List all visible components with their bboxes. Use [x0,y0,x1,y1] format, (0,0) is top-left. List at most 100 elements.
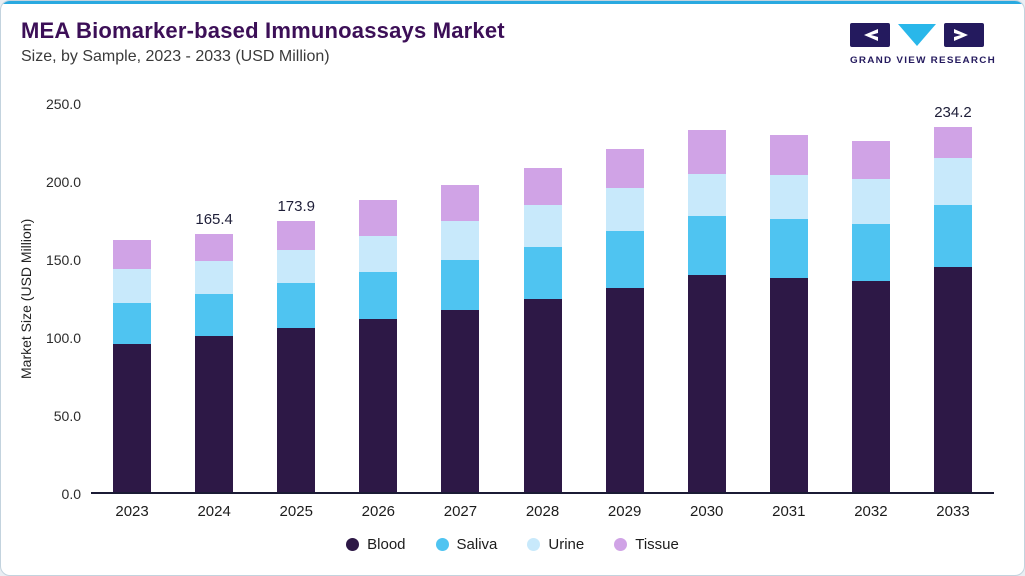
bar-segment-blood-2033 [933,267,972,492]
bar-segment-blood-2024 [195,336,234,492]
x-axis-label-2029: 2029 [607,503,642,520]
bar-group-2032 [830,104,912,492]
bar-segment-urine-2023 [113,268,152,304]
legend-swatch-tissue [614,538,628,551]
logo-mark-icon: GRAND VIEW RESEARCH [850,23,996,66]
grand-view-research-logo: GRAND VIEW RESEARCH [848,22,998,73]
bar-stack-2031 [769,134,808,492]
bar-group-2027 [419,104,501,492]
bar-segment-tissue-2027 [441,184,480,221]
x-axis-label-2028: 2028 [525,503,560,520]
bar-segment-saliva-2031 [769,219,808,279]
bar-stack-2029 [605,148,644,492]
bar-value-label-2024: 165.4 [195,211,233,229]
bar-segment-urine-2029 [605,187,644,232]
x-axis-label-2030: 2030 [690,503,724,520]
legend-label-saliva: Saliva [456,536,498,553]
bar-segment-blood-2028 [523,298,562,492]
y-tick-label: 150.0 [45,252,81,268]
bar-segment-tissue-2028 [523,167,562,206]
legend-swatch-saliva [435,538,449,551]
bar-segment-urine-2027 [441,220,480,260]
bar-segment-urine-2025 [277,250,316,284]
bar-value-label-2033: 234.2 [934,103,972,121]
bar-group-2030 [666,104,748,492]
y-tick-label: 50.0 [53,408,81,424]
bar-segment-tissue-2030 [687,130,726,174]
bar-group-2029 [584,104,666,492]
y-tick-label: 200.0 [45,174,81,190]
bar-segment-saliva-2025 [277,283,316,329]
bar-segment-tissue-2033 [933,126,972,159]
bar-segment-saliva-2024 [195,293,234,336]
bar-segment-saliva-2028 [523,247,562,299]
y-axis-title: Market Size (USD Million) [18,218,34,380]
bar-segment-blood-2029 [605,287,644,492]
bar-group-2028 [501,104,583,492]
bar-stack-2023 [113,240,152,492]
x-axis-label-2023: 2023 [115,503,149,520]
chart-legend: Blood Saliva Urine Tissue [1,536,1024,553]
bar-group-2031 [748,104,830,492]
bar-segment-blood-2026 [359,318,398,492]
bar-segment-urine-2028 [523,205,562,248]
x-axis-label-2024: 2024 [197,503,231,520]
chart-header: MEA Biomarker-based Immunoassays Market … [1,4,1024,84]
x-axis-label-2027: 2027 [443,503,478,520]
legend-item-saliva: Saliva [435,536,498,553]
y-tick-label: 100.0 [45,330,81,346]
x-axis-label-2033: 2033 [936,503,970,520]
legend-item-blood: Blood [346,536,406,553]
bar-segment-saliva-2027 [441,259,480,310]
bar-group-2024: 165.4 [173,104,255,492]
legend-item-tissue: Tissue [614,536,679,553]
bar-segment-tissue-2023 [113,240,152,269]
x-axis-label-2026: 2026 [361,503,396,520]
bar-segment-blood-2025 [277,328,316,492]
bar-segment-saliva-2032 [851,223,890,282]
bar-segment-urine-2033 [933,158,972,206]
page-title: MEA Biomarker-based Immunoassays Market [21,18,505,43]
bar-stack-2024 [195,234,234,492]
bar-stack-2028 [523,167,562,492]
y-tick-label: 0.0 [61,486,81,502]
bar-group-2023 [91,104,173,492]
bar-stack-2027 [441,184,480,492]
y-tick-label: 250.0 [45,96,81,112]
logo-text: GRAND VIEW RESEARCH [850,55,996,66]
bar-segment-saliva-2026 [359,272,398,319]
legend-item-urine: Urine [527,536,584,553]
title-block: MEA Biomarker-based Immunoassays Market … [21,18,505,66]
bar-group-2033: 234.2 [912,104,994,492]
bar-group-2026 [337,104,419,492]
bar-value-label-2025: 173.9 [277,197,315,215]
x-axis-label-2032: 2032 [854,503,888,520]
top-accent-bar [1,1,1024,4]
bar-segment-blood-2027 [441,309,480,492]
bar-group-2025: 173.9 [255,104,337,492]
bar-segment-blood-2030 [687,275,726,492]
bar-segment-urine-2031 [769,175,808,220]
y-axis-ticks: 0.0 50.0 100.0 150.0 200.0 250.0 [37,96,91,502]
bar-segment-tissue-2026 [359,200,398,237]
bar-segment-tissue-2024 [195,234,234,262]
x-axis-label-2031: 2031 [772,503,806,520]
legend-label-tissue: Tissue [635,536,679,553]
bar-segment-tissue-2029 [605,148,644,188]
bar-segment-blood-2032 [851,281,890,492]
bar-stack-2030 [687,130,726,492]
bar-segment-urine-2032 [851,178,890,224]
x-axis-label-2025: 2025 [279,503,313,520]
bar-segment-tissue-2032 [851,141,890,179]
bar-segment-saliva-2023 [113,303,152,344]
legend-label-blood: Blood [367,536,406,553]
chart-area: Market Size (USD Million) 0.0 50.0 100.0 15… [15,96,994,520]
page-subtitle: Size, by Sample, 2023 - 2033 (USD Millio… [21,48,330,65]
plot-area: 165.4 173.9 234.2 [91,104,994,494]
bar-segment-urine-2026 [359,236,398,273]
bar-segment-saliva-2033 [933,205,972,268]
x-axis-labels: 2023 2024 2025 2026 2027 2028 2029 2030 2031 2032… [91,494,994,520]
bar-stack-2025 [277,220,316,492]
bar-stack-2032 [851,141,890,492]
